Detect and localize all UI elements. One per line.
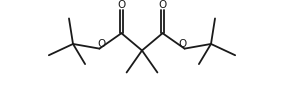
Text: O: O bbox=[179, 39, 187, 49]
Text: O: O bbox=[158, 0, 167, 10]
Text: O: O bbox=[97, 39, 105, 49]
Text: O: O bbox=[117, 0, 126, 10]
